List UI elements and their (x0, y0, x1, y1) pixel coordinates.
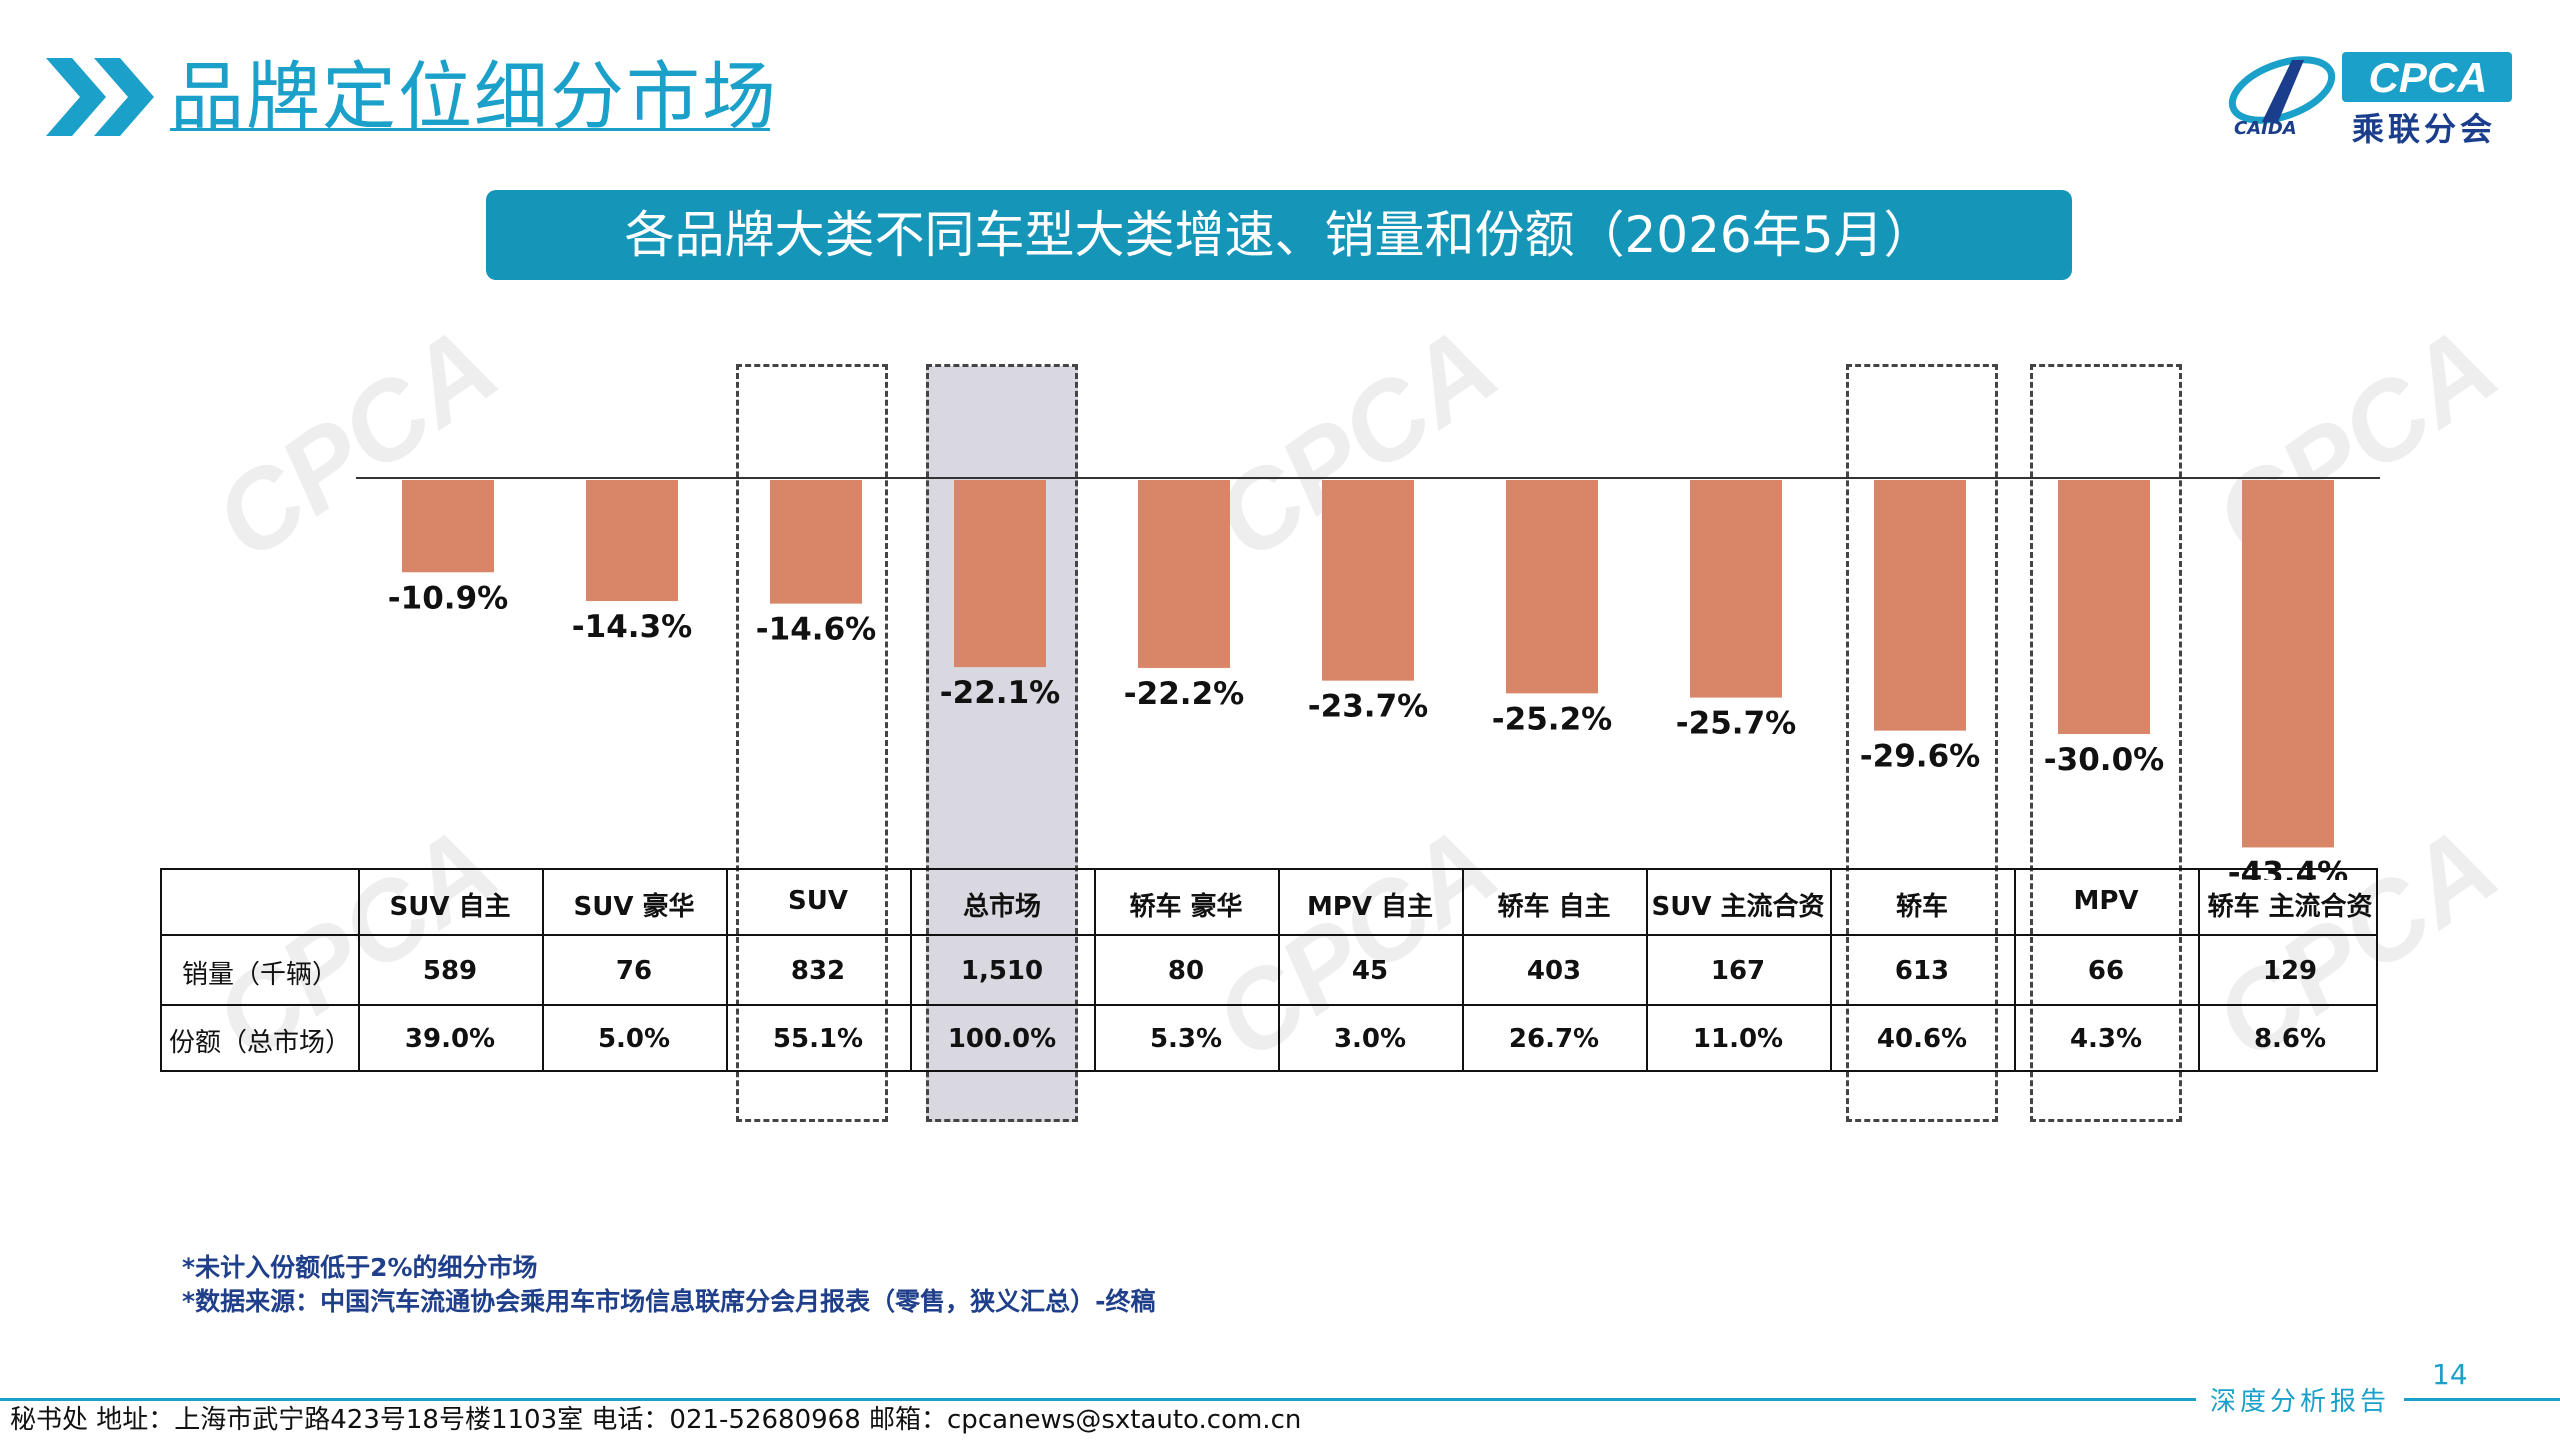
page-title: 品牌定位细分市场 (170, 54, 778, 140)
data-label: -22.1% (940, 675, 1060, 711)
table-column-header: SUV 主流合资 (1651, 892, 1825, 922)
table-column-header: MPV 自主 (1306, 892, 1434, 922)
footnote: *数据来源：中国汽车流通协会乘用车市场信息联席分会月报表（零售，狭义汇总）-终稿 (182, 1287, 1156, 1316)
table-cell-share: 8.6% (2253, 1024, 2327, 1054)
table-cell-sales: 66 (2087, 956, 2125, 986)
chart-bar (1322, 480, 1414, 681)
data-label: -14.3% (572, 609, 692, 645)
table-cell-share: 55.1% (772, 1024, 864, 1054)
table-cell-sales: 129 (2262, 956, 2318, 986)
page-number: 14 (2432, 1358, 2468, 1391)
table-cell-sales: 403 (1526, 956, 1582, 986)
table-cell-sales: 832 (790, 956, 846, 986)
cpca-emblem-icon (2228, 56, 2336, 124)
table-column-divider (1646, 870, 1648, 1070)
chart-bar (954, 480, 1046, 668)
table-column-divider (358, 870, 360, 1070)
chart-bar (2058, 480, 2150, 734)
table-cell-share: 39.0% (404, 1024, 496, 1054)
table-column-header: SUV 豪华 (573, 892, 695, 922)
table-cell-share: 40.6% (1876, 1024, 1968, 1054)
sedan-dashed-box (1846, 364, 1998, 1122)
table-cell-share: 4.3% (2069, 1024, 2143, 1054)
chart-bar (1138, 480, 1230, 668)
table-cell-sales: 589 (422, 956, 478, 986)
chart-banner-title: 各品牌大类不同车型大类增速、销量和份额（2026年5月） (486, 190, 2072, 280)
table-cell-sales: 613 (1894, 956, 1950, 986)
table-column-header: 轿车 自主 (1497, 892, 1611, 922)
cpca-emblem-label: CAIDA (2234, 118, 2297, 139)
table-column-divider (542, 870, 544, 1070)
table-cell-share: 100.0% (947, 1024, 1057, 1054)
table-column-divider (726, 870, 728, 1070)
table-cell-sales: 80 (1167, 956, 1205, 986)
table-column-header: 轿车 豪华 (1129, 892, 1243, 922)
table-column-divider (1278, 870, 1280, 1070)
data-label: -25.7% (1676, 706, 1796, 742)
growth-bar-chart: -10.9% -14.3% -14.6% -22.1% -22.2% -23.7% -25.… (356, 477, 2380, 880)
title-underline (170, 128, 770, 131)
footer-divider (0, 1398, 2560, 1401)
data-label: -23.7% (1308, 689, 1428, 725)
table-cell-share: 3.0% (1333, 1024, 1407, 1054)
table-column-divider (910, 870, 912, 1070)
table-column-header: MPV (2073, 886, 2139, 916)
table-cell-sales: 45 (1351, 956, 1389, 986)
table-column-divider (1094, 870, 1096, 1070)
total-market-dashed-box (926, 364, 1078, 1122)
table-row-divider (162, 1004, 2376, 1006)
table-column-header: 轿车 (1895, 892, 1948, 922)
suv-dashed-box (736, 364, 888, 1122)
data-label: -14.6% (756, 612, 876, 648)
chevron-right-icon (46, 58, 154, 136)
table-row-label-share: 份额（总市场） (168, 1028, 351, 1058)
table-column-divider (1830, 870, 1832, 1070)
table-row-label-sales: 销量（千辆） (181, 960, 338, 990)
table-cell-sales: 1,510 (960, 956, 1044, 986)
report-tag: 深度分析报告 (2196, 1384, 2405, 1420)
data-label: -22.2% (1124, 676, 1244, 712)
table-column-header: 轿车 主流合资 (2207, 892, 2373, 922)
chart-bar (2242, 480, 2334, 848)
data-label: -10.9% (388, 580, 508, 616)
data-label: -25.2% (1492, 701, 1612, 737)
data-label: -43.4% (2228, 855, 2348, 880)
cpca-logo-box (2342, 52, 2512, 102)
table-cell-sales: 167 (1710, 956, 1766, 986)
table-row-divider (162, 934, 2376, 936)
chart-bar (1506, 480, 1598, 694)
table-cell-share: 5.3% (1149, 1024, 1223, 1054)
footer-contact: 秘书处 地址：上海市武宁路423号18号楼1103室 电话：021-526809… (10, 1405, 1302, 1435)
chart-bar (402, 480, 494, 573)
mpv-dashed-box (2030, 364, 2182, 1122)
data-label: -30.0% (2044, 742, 2164, 778)
cpca-logo: CAIDA CPCA 乘联分会 (2222, 52, 2522, 148)
table-cell-sales: 76 (615, 956, 653, 986)
chart-bar (586, 480, 678, 602)
table-column-divider (2014, 870, 2016, 1070)
table-cell-share: 11.0% (1692, 1024, 1784, 1054)
table-column-header: 总市场 (962, 892, 1041, 922)
table-column-header: SUV (788, 886, 848, 916)
table-cell-share: 5.0% (597, 1024, 671, 1054)
chart-bar (770, 480, 862, 604)
footnote: *未计入份额低于2%的细分市场 (182, 1253, 538, 1282)
cpca-logo-subtext: 乘联分会 (2352, 110, 2497, 148)
table-column-header: SUV 自主 (389, 892, 511, 922)
table-column-divider (2198, 870, 2200, 1070)
sales-share-table: 销量（千辆） 份额（总市场） SUV 自主 589 39.0% SUV 豪华 76 5.0… (160, 868, 2378, 1072)
table-column-divider (1462, 870, 1464, 1070)
table-cell-share: 26.7% (1508, 1024, 1600, 1054)
data-label: -29.6% (1860, 739, 1980, 775)
chart-bar (1874, 480, 1966, 731)
chart-bar (1690, 480, 1782, 698)
cpca-logo-text: CPCA (2368, 54, 2488, 101)
